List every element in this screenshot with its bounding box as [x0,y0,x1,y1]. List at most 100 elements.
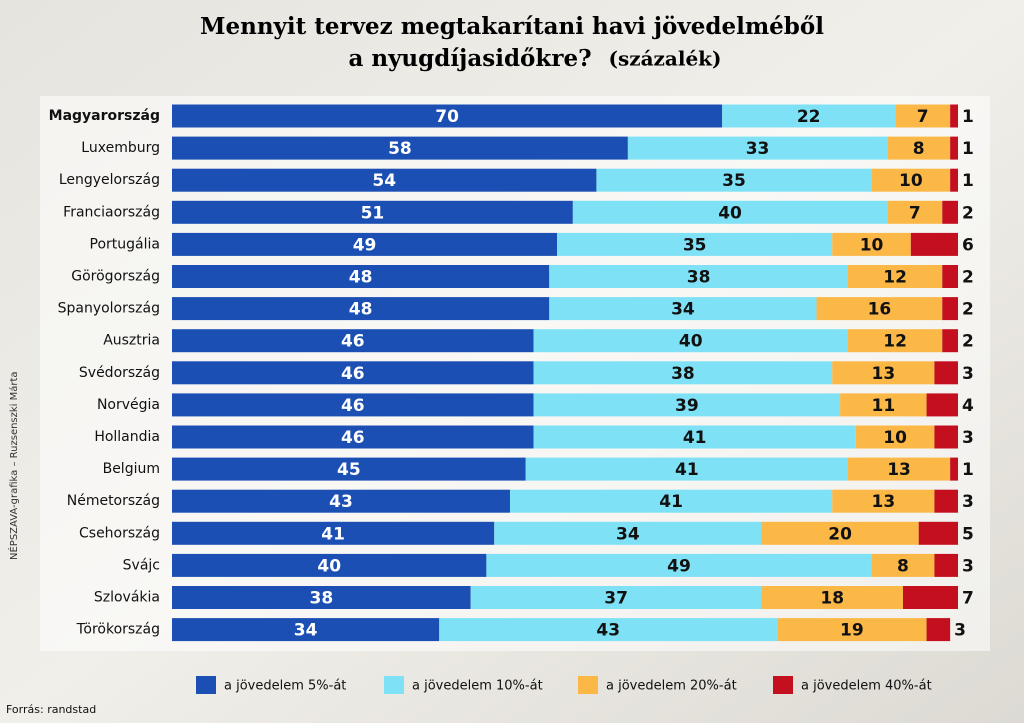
bar-segment [172,521,495,545]
value-label: 49 [667,556,691,576]
bar-segment [486,553,872,577]
value-label: 70 [435,107,459,127]
bar-segment [934,553,958,577]
value-label: 5 [962,524,974,544]
bar-segment [172,618,440,642]
chart-subtitle: a nyugdíjasidőkre? [348,45,591,72]
value-label: 41 [321,524,345,544]
value-label: 1 [962,139,974,159]
value-label: 41 [683,428,707,448]
value-label: 4 [962,396,974,416]
value-label: 34 [671,300,695,320]
value-label: 22 [797,107,821,127]
value-label: 2 [962,332,974,352]
bar-segment [950,136,958,160]
chart-title: Mennyit tervez megtakarítani havi jövede… [200,13,824,40]
bar-segment [934,361,958,385]
value-label: 34 [294,621,318,641]
value-label: 3 [962,364,974,384]
value-label: 18 [820,589,844,609]
bar-segment [847,329,943,353]
value-label: 12 [883,332,907,352]
bar-segment [627,136,888,160]
legend-swatch [196,676,216,694]
category-label: Svédország [79,365,160,381]
value-label: 3 [962,492,974,512]
bar-segment [832,232,911,256]
category-label: Magyarország [49,108,160,124]
category-label: Hollandia [94,429,160,445]
category-label: Csehország [79,525,160,541]
category-label: Svájc [123,557,160,573]
category-label: Norvégia [97,397,160,413]
bar-segment [942,265,958,288]
bar-segment [855,425,935,449]
bar-segment [871,553,935,577]
value-label: 46 [341,332,365,352]
bar-segment [172,489,510,513]
legend-swatch [578,676,598,694]
bar-segment [172,425,534,449]
value-label: 19 [840,621,864,641]
bar-segment [172,136,628,160]
bar-segment [494,521,762,545]
value-label: 2 [962,300,974,320]
bar-segment [887,200,943,224]
bar-segment [950,104,958,128]
bar-segment [509,489,833,513]
value-label: 13 [887,460,911,480]
bar-segment [761,586,903,609]
bar-segment [557,232,833,256]
value-label: 49 [353,235,377,255]
category-label: Lengyelország [59,172,160,188]
bar-segment [926,618,951,642]
bar-segment [470,586,762,609]
bar-segment [895,104,951,128]
value-label: 46 [341,396,365,416]
value-label: 38 [310,589,334,609]
value-label: 43 [329,492,353,512]
legend-swatch [773,676,793,694]
unit: (százalék) [609,47,722,71]
bar-segment [172,457,526,481]
value-label: 33 [746,139,770,159]
bar-segment [533,329,848,353]
bar-segment [950,457,958,481]
category-label: Belgium [103,461,160,477]
bar-segment [942,200,958,224]
category-label: Portugália [90,236,160,252]
value-label: 34 [616,524,640,544]
bar-segment [172,553,487,577]
legend-label: a jövedelem 40%-át [801,679,932,694]
category-label: Törökország [76,622,160,638]
value-label: 43 [596,621,620,641]
bar-segment [847,457,951,481]
value-label: 46 [341,364,365,384]
bar-segment [926,393,958,417]
bar-segment [172,586,471,609]
value-label: 20 [828,524,852,544]
bar-segment [832,489,935,513]
value-label: 13 [871,364,895,384]
legend-label: a jövedelem 5%-át [224,679,346,694]
category-label: Ausztria [103,333,160,349]
bar-segment [887,136,951,160]
bar-segment [918,521,958,545]
legend-label: a jövedelem 20%-át [606,679,737,694]
value-label: 40 [718,203,742,223]
value-label: 54 [372,171,396,191]
bar-segment [871,168,951,192]
category-label: Spanyolország [58,301,160,317]
value-label: 46 [341,428,365,448]
bar-segment [572,200,888,224]
bar-segment [840,393,927,417]
bar-segment [172,104,723,128]
bar-segment [533,361,833,385]
value-label: 38 [671,364,695,384]
bar-segment [722,104,896,128]
credit: NÉPSZAVA-grafika – Ruzsenszki Márta [7,371,20,560]
bar-segment [172,393,534,417]
bar-segment [942,329,958,353]
value-label: 11 [871,396,895,416]
